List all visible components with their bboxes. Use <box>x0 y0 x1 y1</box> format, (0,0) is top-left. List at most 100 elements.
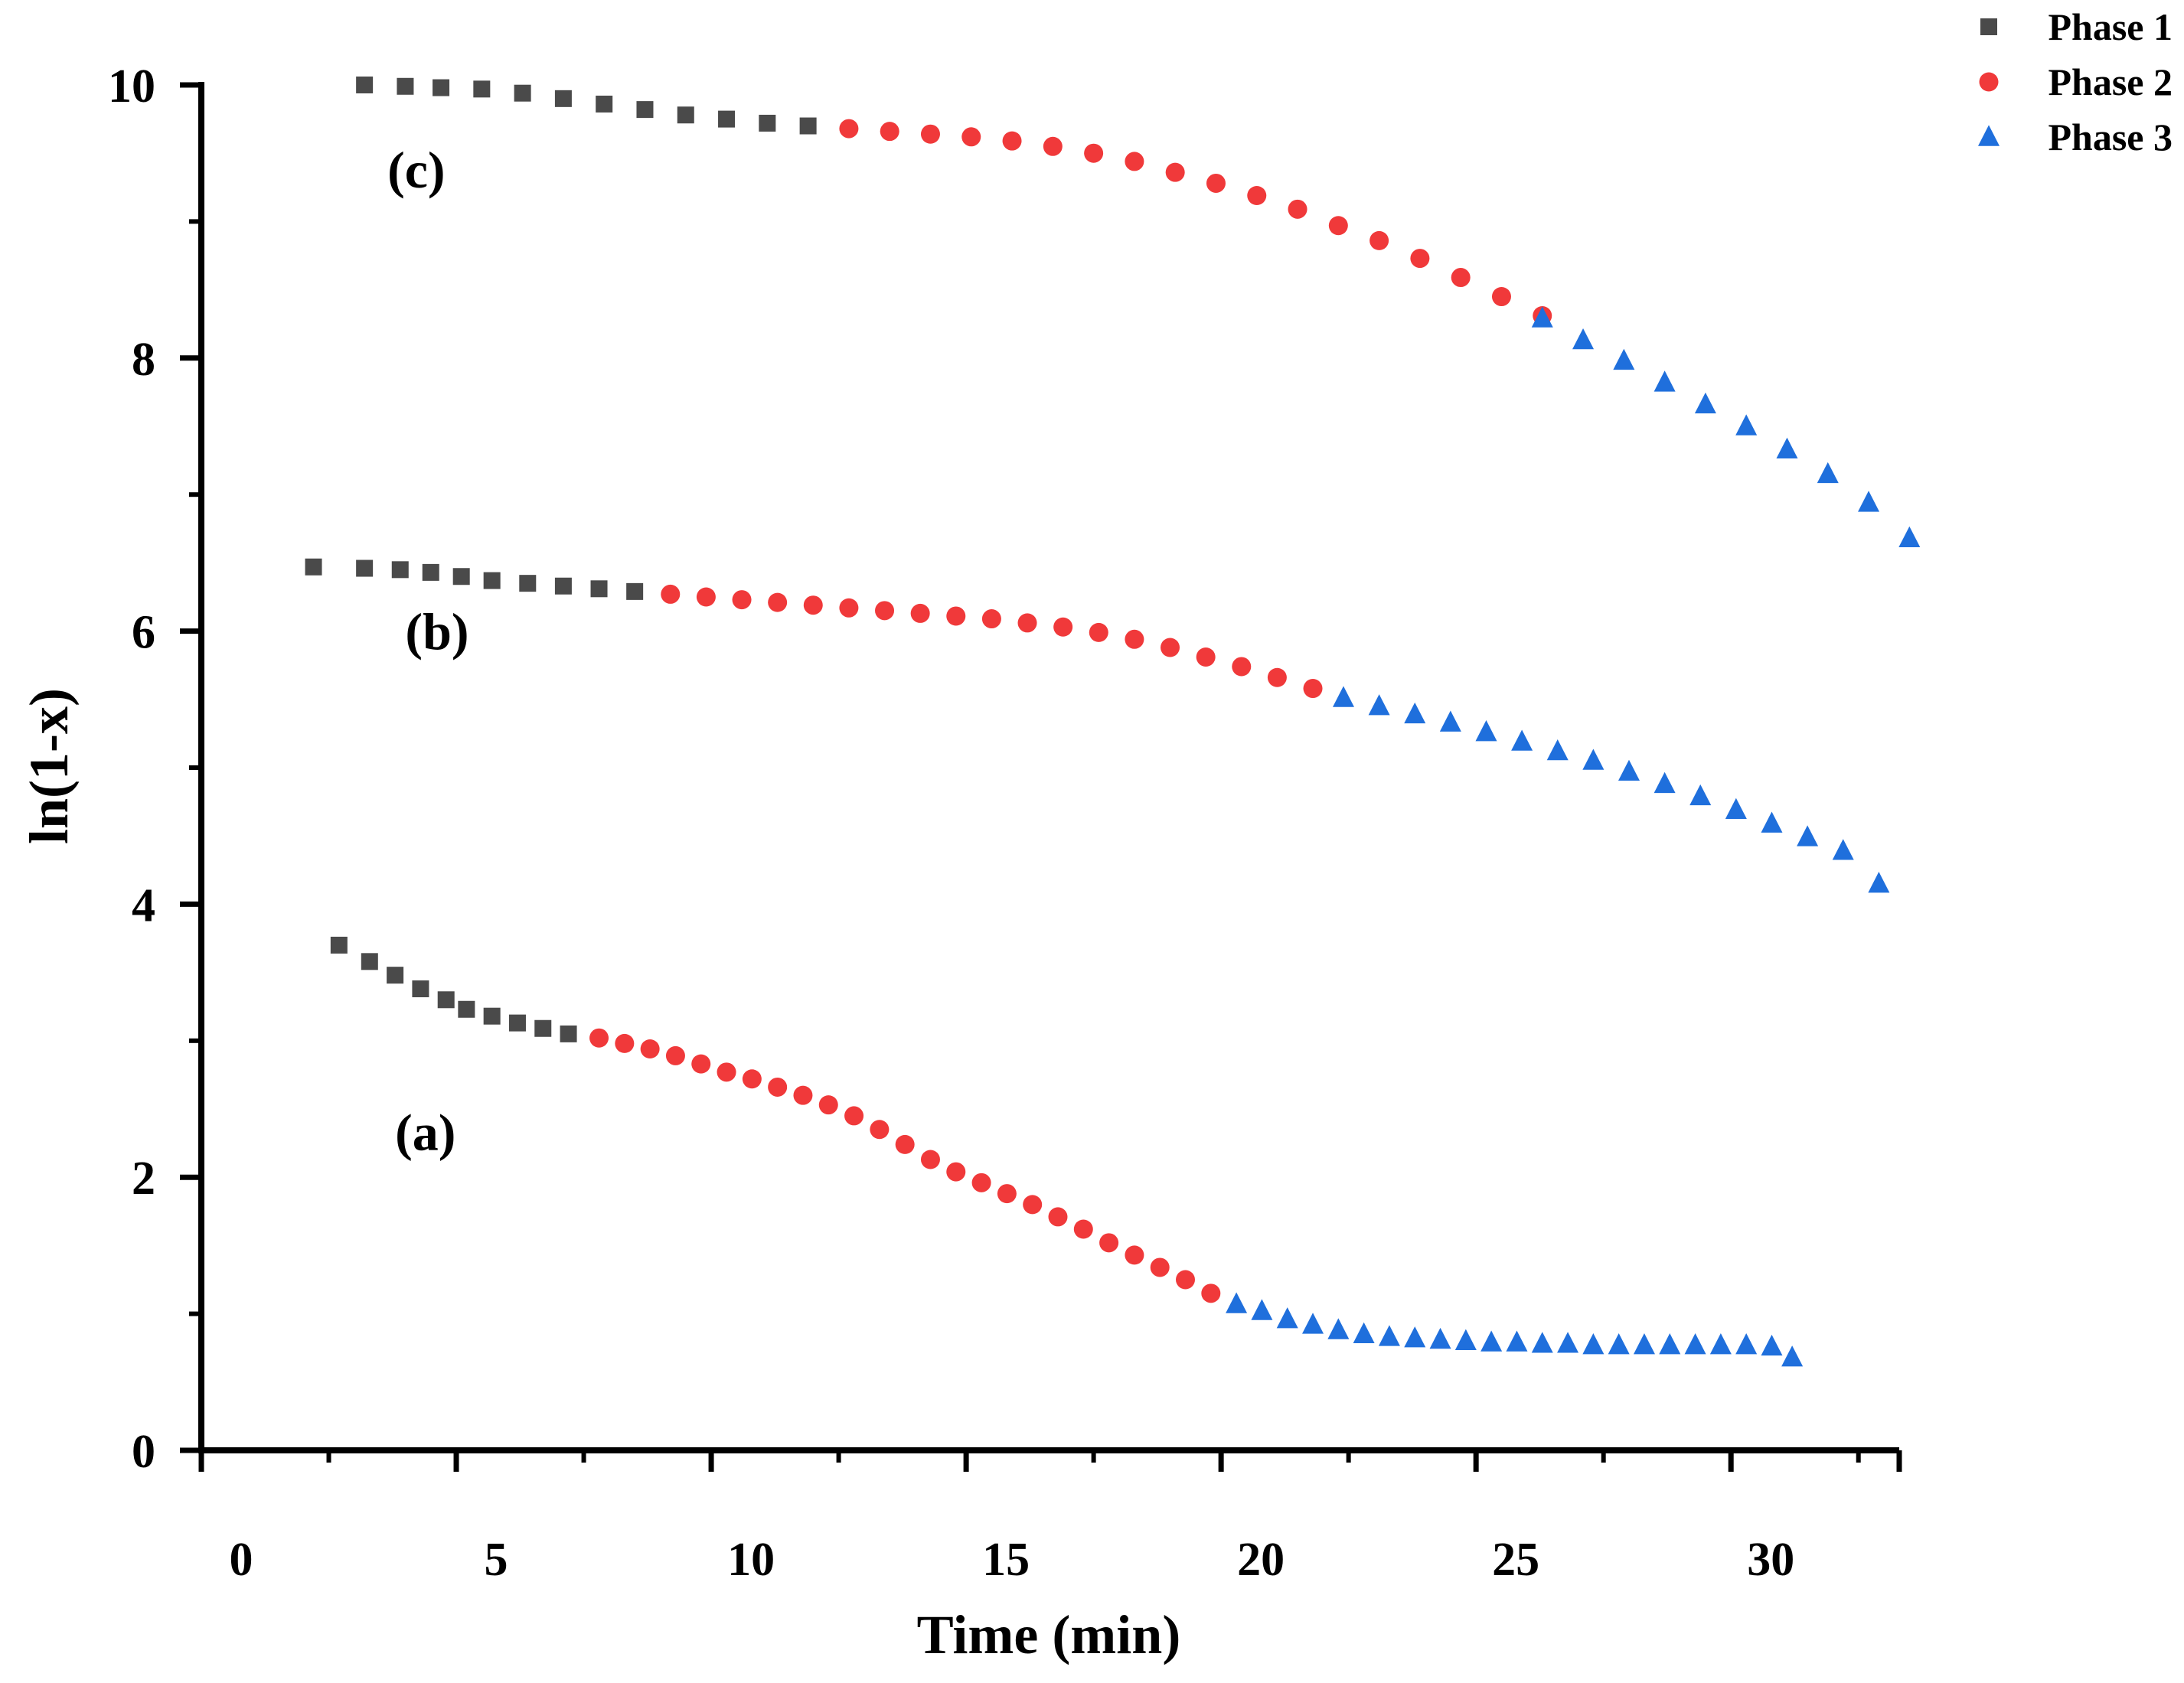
phase-2-point <box>691 1054 711 1074</box>
phase-1-point <box>387 967 404 984</box>
phase-2-point <box>1084 143 1104 163</box>
phase-3-point <box>1368 694 1390 716</box>
phase-1-point <box>356 77 374 93</box>
phase-2-point <box>920 1150 940 1169</box>
x-axis-title: Time (min) <box>917 1604 1181 1665</box>
phase-2-point <box>818 1095 838 1115</box>
ticks <box>180 82 1902 1472</box>
x-tick-label: 30 <box>1747 1534 1794 1586</box>
phase-2-point <box>1451 268 1471 288</box>
phase-2-point <box>1089 622 1108 642</box>
phase-2-point <box>1206 173 1226 193</box>
phase-3-point <box>1797 825 1819 846</box>
phase-2-point <box>696 587 716 607</box>
phase-3-point <box>1898 526 1921 547</box>
phase-3-point <box>1608 1333 1630 1355</box>
phase-3-point <box>1654 771 1676 794</box>
phase-1-point <box>626 582 644 600</box>
x-tick-label: 20 <box>1237 1534 1285 1586</box>
curve-c <box>356 77 1921 547</box>
phase-2-point <box>1201 1283 1221 1303</box>
phase-1-point <box>433 79 450 96</box>
phase-2-point <box>803 595 823 615</box>
phase-2-point <box>1002 131 1022 151</box>
phase-3-point <box>1709 1333 1732 1355</box>
phase-3-point <box>1776 437 1798 459</box>
phase-1-point <box>534 1019 552 1037</box>
curve-annotations: (a) (b) (c) <box>387 141 468 1162</box>
curve-b <box>305 558 1890 893</box>
curve-a <box>330 936 1804 1367</box>
phase-2-point <box>615 1033 635 1053</box>
phase-3-point <box>1454 1329 1477 1350</box>
y-tick-label: 4 <box>132 879 155 931</box>
phase-2-point <box>1043 136 1063 156</box>
phase-3-point <box>1694 392 1716 414</box>
phase-3-point <box>1781 1345 1804 1367</box>
phase-3-point <box>1689 784 1712 806</box>
legend-item: Phase 1 <box>1980 5 2173 48</box>
phase-3-point <box>1302 1313 1324 1334</box>
phase-3-point <box>1546 739 1569 761</box>
phase-2-point <box>717 1062 736 1082</box>
phase-1-point <box>330 936 348 954</box>
phase-2-point <box>971 1173 991 1192</box>
x-tick-label: 25 <box>1492 1534 1539 1586</box>
phase-2-point <box>1023 1195 1043 1215</box>
phase-2-point <box>844 1106 864 1126</box>
phase-2-point <box>665 1045 685 1065</box>
phase-3-point <box>1633 1333 1655 1355</box>
phase-1-point <box>452 568 470 585</box>
phase-2-point <box>1053 617 1073 637</box>
phase-2-point <box>1125 629 1144 649</box>
phase-3-point <box>1582 749 1605 770</box>
phase-2-point <box>997 1184 1017 1204</box>
phase-3-point <box>1506 1330 1528 1352</box>
phase-2-point <box>1073 1219 1093 1239</box>
phase-2-point <box>1369 230 1389 250</box>
phase-3-point <box>1226 1292 1248 1313</box>
phase-3-point <box>1557 1332 1579 1353</box>
phase-3-point <box>1404 702 1426 724</box>
phase-3-point <box>1439 710 1461 732</box>
phase-1-point <box>554 577 572 595</box>
phase-3-point <box>1332 686 1354 707</box>
phase-3-point <box>1378 1325 1400 1346</box>
phase-3-point <box>1582 1333 1605 1355</box>
phase-3-point <box>1572 328 1595 350</box>
phase-2-point <box>1017 613 1037 633</box>
phase-3-point <box>1659 1333 1681 1355</box>
phase-2-point <box>1410 249 1430 269</box>
phase-2-point <box>870 1120 890 1140</box>
phase-2-point <box>1150 1257 1170 1277</box>
phase-2-point <box>1125 152 1144 171</box>
phase-3-point <box>1276 1307 1298 1329</box>
annotation-label: (c) <box>387 141 445 199</box>
legend: Phase 1 Phase 2 Phase 3 <box>1978 5 2173 158</box>
phase-1-point <box>422 563 439 581</box>
phase-1-point <box>718 110 736 128</box>
y-tick-label: 8 <box>132 334 155 386</box>
phase-1-point <box>759 114 776 132</box>
phase-2-point <box>1048 1207 1068 1227</box>
phase-3-point <box>1817 462 1839 484</box>
legend-label: Phase 3 <box>2049 116 2173 158</box>
phase-2-point <box>589 1028 609 1048</box>
phase-1-point <box>554 90 572 107</box>
x-tick-label: 5 <box>485 1534 508 1586</box>
annotation-label: (b) <box>405 602 468 660</box>
phase-1-point <box>397 77 414 95</box>
annotation-label: (a) <box>395 1104 455 1162</box>
phase-2-point <box>981 609 1001 629</box>
phase-1-point <box>560 1025 577 1042</box>
legend-label: Phase 1 <box>2049 5 2173 48</box>
phase-1-point <box>636 101 654 119</box>
phase-2-point <box>1267 667 1287 687</box>
phase-3-point <box>1353 1322 1375 1344</box>
phase-3-point <box>1725 797 1747 820</box>
phase-1-point <box>483 1007 501 1025</box>
phase-3-point <box>1613 348 1635 370</box>
phase-1-point <box>361 953 378 970</box>
phase-1-point <box>437 991 455 1009</box>
phase-2-point <box>793 1085 813 1105</box>
